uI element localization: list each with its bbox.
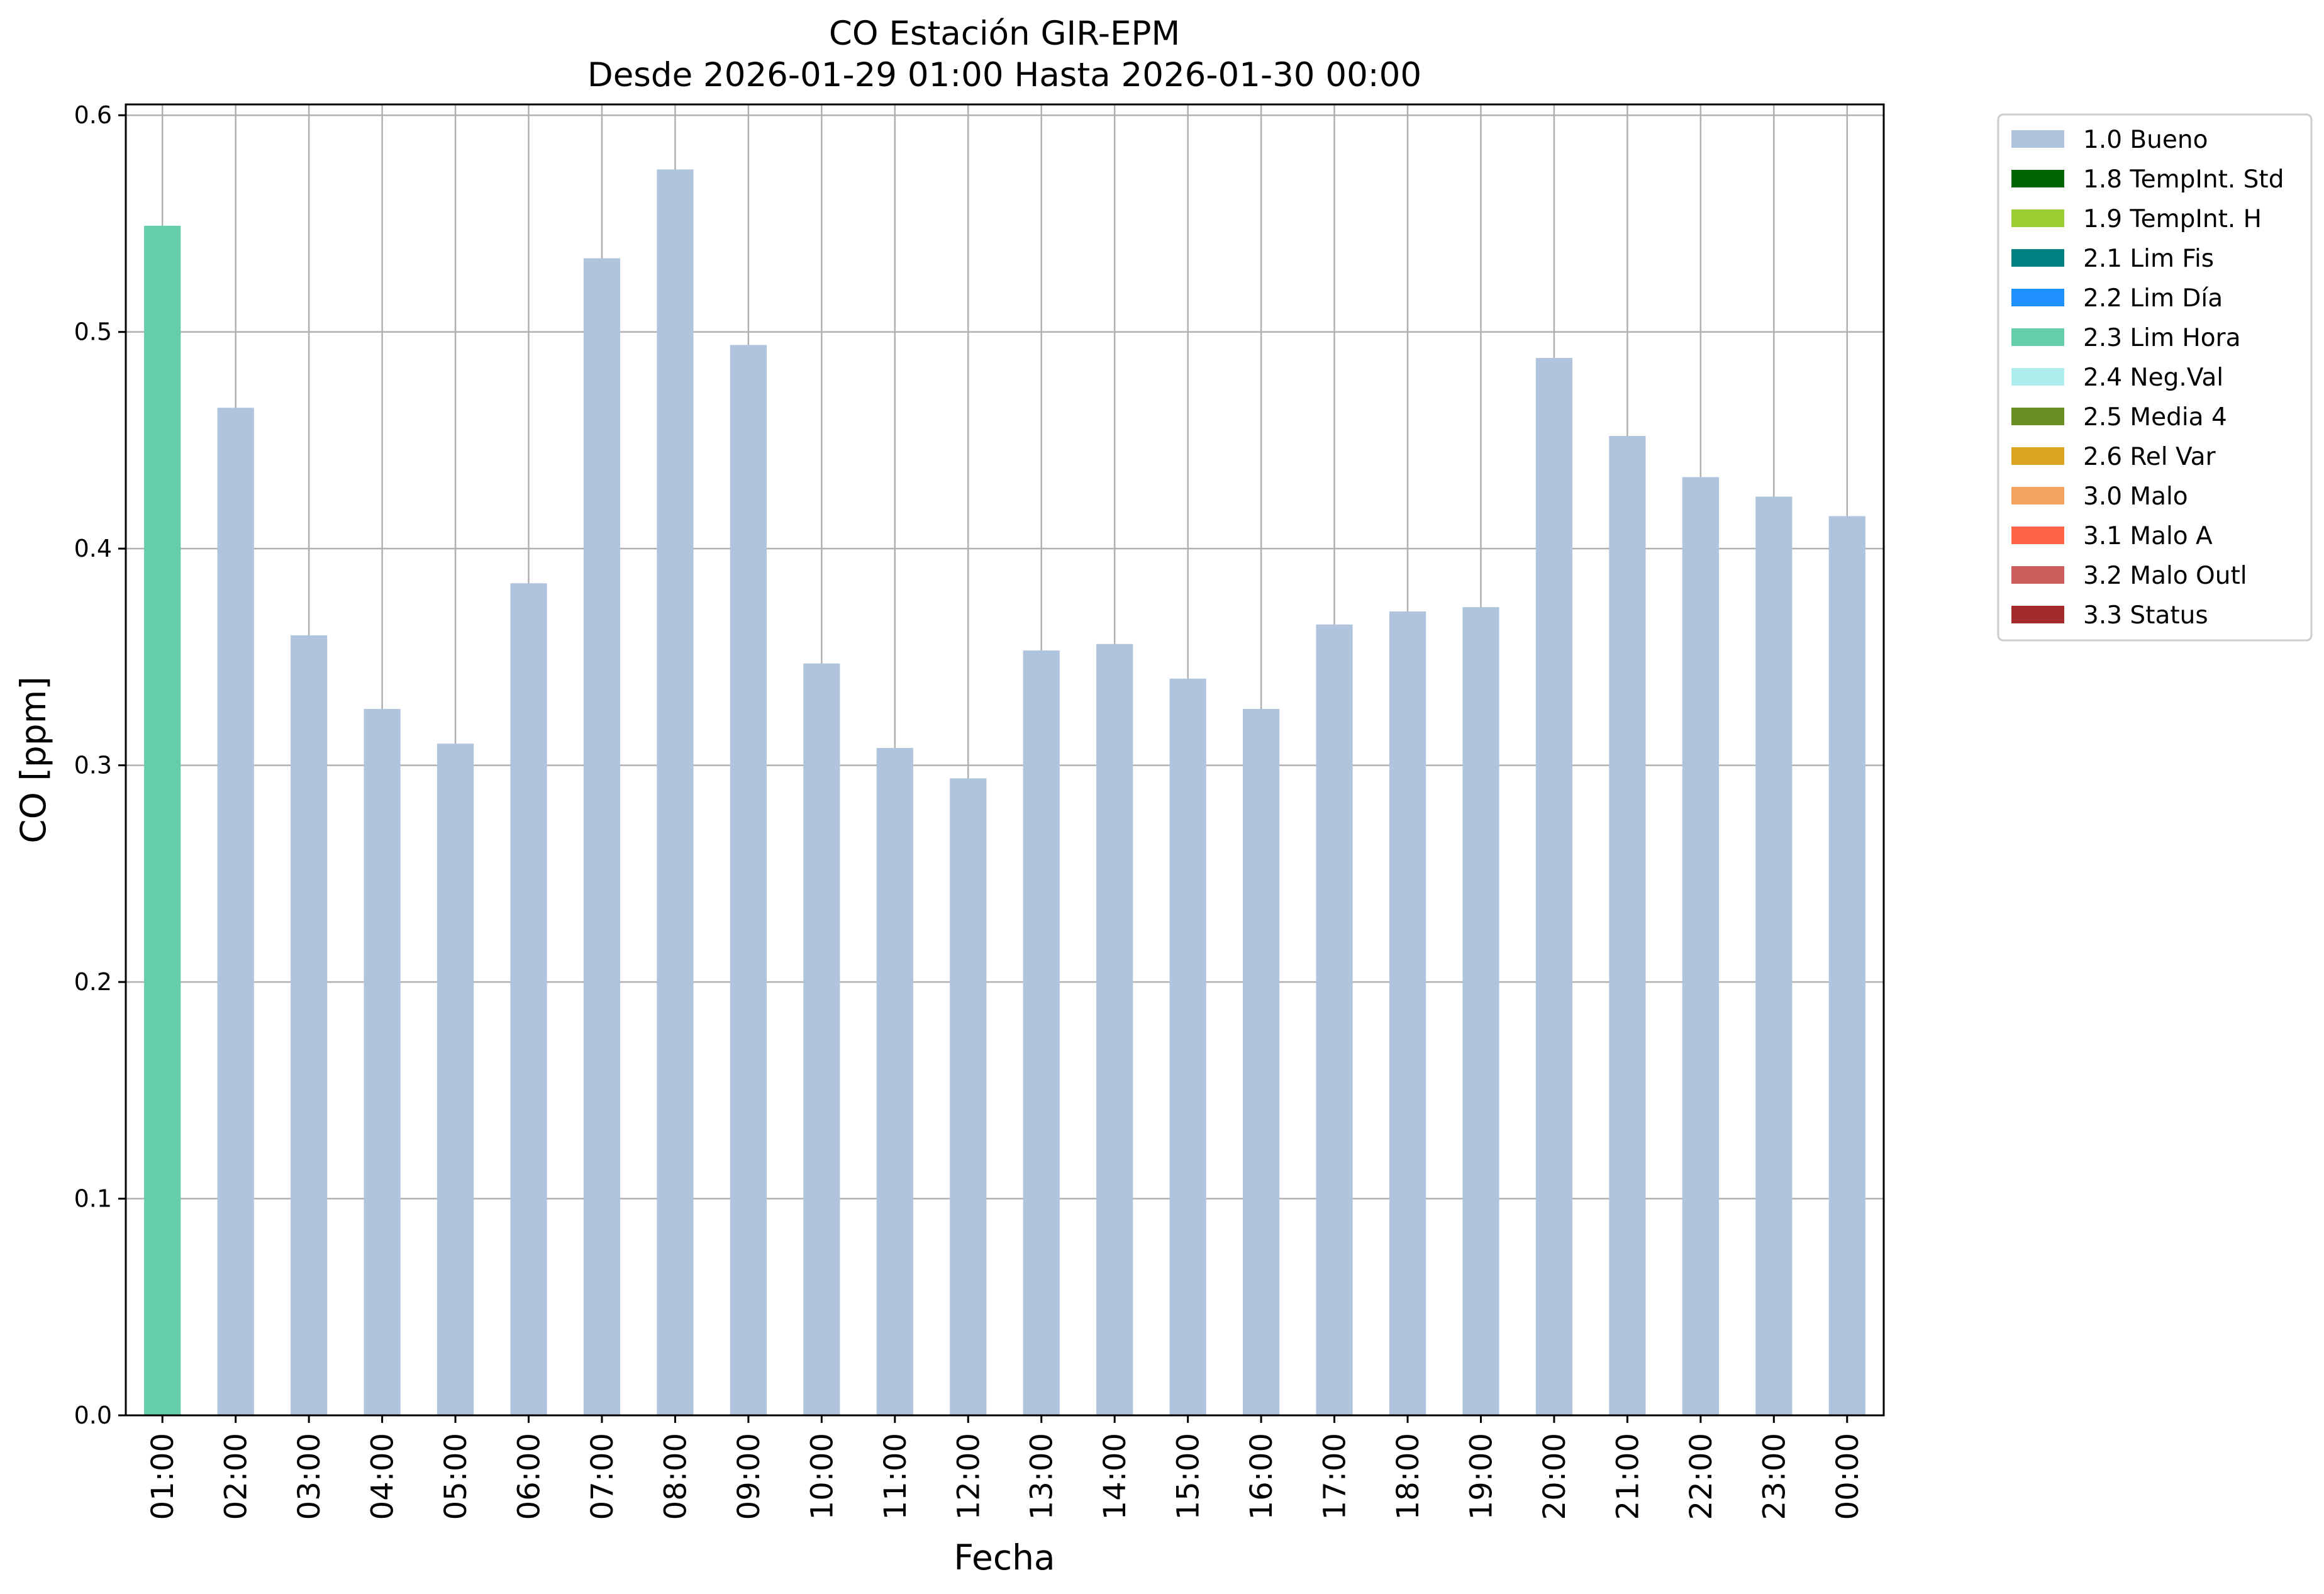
x-tick-label: 00:00: [1830, 1433, 1865, 1520]
legend-swatch: [2011, 249, 2064, 267]
x-tick-label: 16:00: [1244, 1433, 1279, 1520]
bar-07:00: [583, 258, 621, 1415]
legend-swatch: [2011, 170, 2064, 187]
chart-title: CO Estación GIR-EPM: [829, 14, 1180, 53]
legend-swatch: [2011, 606, 2064, 623]
bar-18:00: [1389, 611, 1426, 1415]
bar-16:00: [1242, 709, 1280, 1415]
bar-09:00: [730, 345, 767, 1415]
x-tick-label: 10:00: [804, 1433, 840, 1520]
bar-11:00: [876, 748, 913, 1415]
x-tick-label: 20:00: [1537, 1433, 1572, 1520]
legend-label: 1.0 Bueno: [2083, 126, 2208, 154]
legend-label: 3.2 Malo Outl: [2083, 562, 2247, 590]
x-tick-label: 19:00: [1464, 1433, 1499, 1520]
x-tick-label: 01:00: [145, 1433, 181, 1520]
bar-10:00: [803, 663, 840, 1415]
x-tick-label: 03:00: [292, 1433, 327, 1520]
y-tick-label: 0.2: [74, 968, 112, 996]
legend-label: 3.3 Status: [2083, 601, 2208, 630]
legend-label: 2.5 Media 4: [2083, 403, 2227, 432]
bar-13:00: [1023, 650, 1060, 1415]
y-axis-ticks: 0.0 0.1 0.2 0.3 0.4 0.5 0.6: [74, 101, 126, 1429]
y-axis-label: CO [ppm]: [13, 676, 53, 844]
x-tick-label: 06:00: [512, 1433, 547, 1520]
y-tick-label: 0.1: [74, 1185, 112, 1213]
bar-22:00: [1682, 477, 1719, 1415]
bar-19:00: [1462, 607, 1499, 1415]
legend-label: 2.2 Lim Día: [2083, 284, 2223, 313]
x-axis-ticks: 01:00 02:00 03:00 04:00 05:00 06:00 07:00 08:00…: [145, 1415, 1865, 1520]
legend-swatch: [2011, 209, 2064, 227]
bar-21:00: [1609, 436, 1646, 1415]
x-tick-label: 07:00: [585, 1433, 620, 1520]
legend-swatch: [2011, 368, 2064, 386]
x-tick-label: 08:00: [658, 1433, 693, 1520]
x-tick-label: 17:00: [1318, 1433, 1353, 1520]
bar-01:00: [144, 225, 181, 1415]
chart-subtitle: Desde 2026-01-29 01:00 Hasta 2026-01-30 …: [587, 56, 1421, 94]
y-tick-label: 0.6: [74, 101, 112, 129]
x-tick-label: 09:00: [731, 1433, 767, 1520]
bar-03:00: [291, 635, 328, 1416]
legend-swatch: [2011, 328, 2064, 346]
legend-swatch: [2011, 289, 2064, 306]
x-tick-label: 12:00: [951, 1433, 986, 1520]
legend-label: 3.0 Malo: [2083, 482, 2188, 511]
bar-00:00: [1828, 516, 1865, 1416]
x-tick-label: 21:00: [1610, 1433, 1645, 1520]
x-tick-label: 04:00: [365, 1433, 401, 1520]
legend-swatch: [2011, 130, 2064, 148]
bar-20:00: [1535, 358, 1573, 1415]
bar-15:00: [1169, 678, 1206, 1415]
y-tick-label: 0.4: [74, 535, 112, 562]
legend-swatch: [2011, 408, 2064, 425]
x-tick-label: 13:00: [1025, 1433, 1060, 1520]
legend-swatch: [2011, 447, 2064, 465]
x-tick-label: 18:00: [1391, 1433, 1426, 1520]
legend-label: 2.6 Rel Var: [2083, 443, 2216, 471]
bar-14:00: [1096, 644, 1133, 1415]
legend-swatch: [2011, 566, 2064, 584]
legend-label: 1.8 TempInt. Std: [2083, 165, 2284, 194]
bars: [144, 169, 1865, 1416]
x-tick-label: 23:00: [1757, 1433, 1792, 1520]
y-tick-label: 0.3: [74, 752, 112, 779]
bar-12:00: [950, 778, 987, 1415]
x-tick-label: 14:00: [1098, 1433, 1133, 1520]
legend-label: 1.9 TempInt. H: [2083, 205, 2262, 233]
x-tick-label: 15:00: [1171, 1433, 1206, 1520]
x-axis-label: Fecha: [954, 1537, 1055, 1578]
legend-swatch: [2011, 487, 2064, 504]
bar-02:00: [217, 408, 254, 1415]
legend-label: 2.1 Lim Fis: [2083, 245, 2214, 273]
bar-23:00: [1755, 496, 1793, 1415]
bar-05:00: [436, 744, 474, 1415]
legend-swatch: [2011, 527, 2064, 544]
y-tick-label: 0.5: [74, 318, 112, 346]
bar-08:00: [657, 169, 694, 1415]
x-tick-label: 11:00: [878, 1433, 913, 1520]
x-tick-label: 22:00: [1684, 1433, 1719, 1520]
legend-frame: [1997, 113, 2313, 642]
x-tick-label: 02:00: [219, 1433, 254, 1520]
bar-04:00: [364, 709, 401, 1415]
legend: 1.0 Bueno 1.8 TempInt. Std 1.9 TempInt. H 2…: [1997, 113, 2313, 642]
bar-17:00: [1316, 624, 1353, 1416]
plot-frame: [125, 103, 1885, 1417]
legend-label: 2.3 Lim Hora: [2083, 324, 2241, 352]
legend-label: 3.1 Malo A: [2083, 522, 2213, 550]
legend-label: 2.4 Neg.Val: [2083, 364, 2223, 392]
x-tick-label: 05:00: [438, 1433, 474, 1520]
bar-06:00: [510, 583, 547, 1415]
y-tick-label: 0.0: [74, 1402, 112, 1429]
